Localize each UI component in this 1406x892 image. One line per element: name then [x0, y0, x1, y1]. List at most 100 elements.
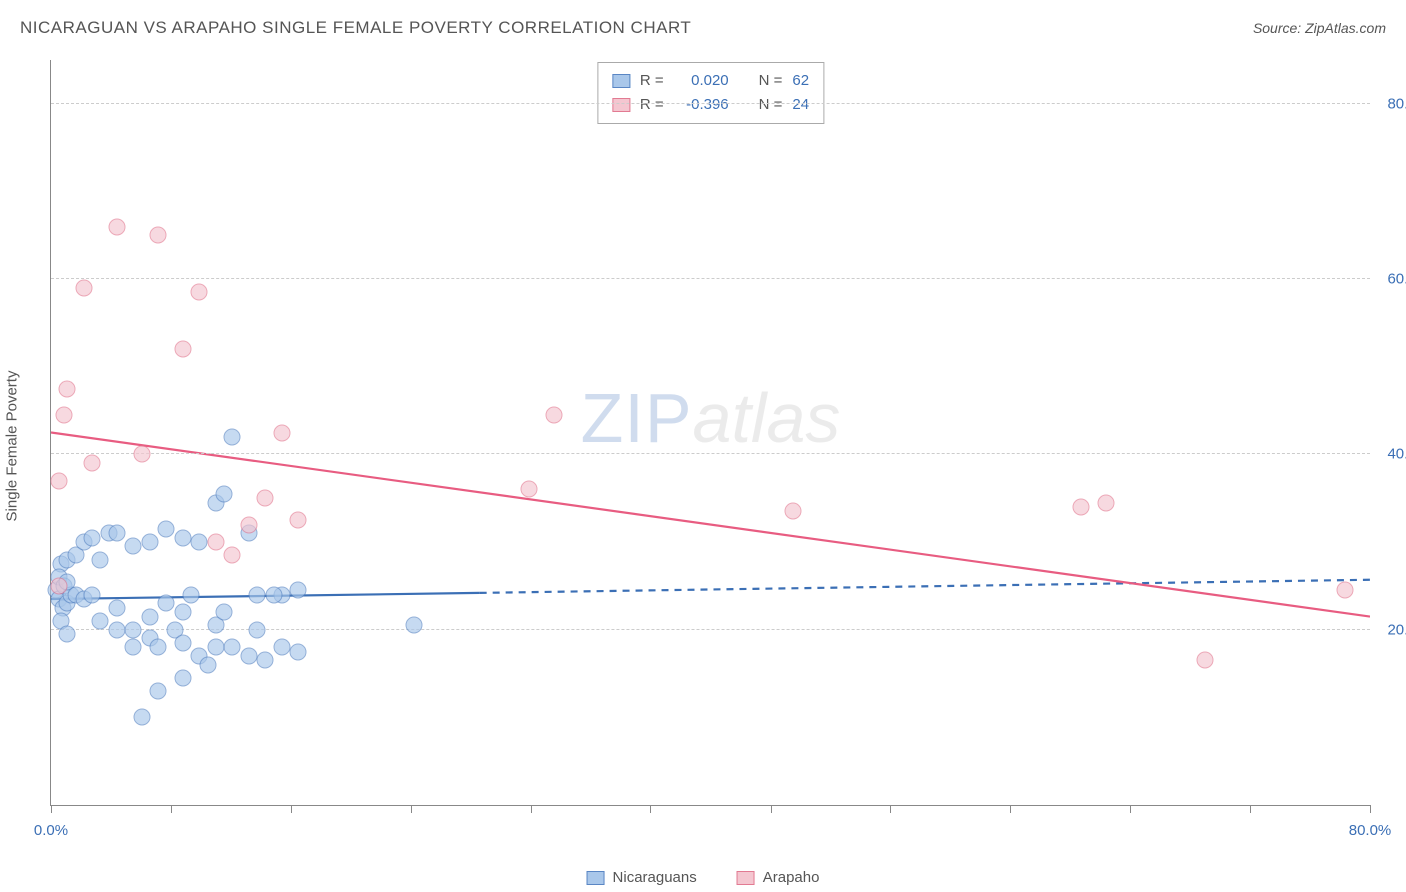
- scatter-point: [199, 656, 216, 673]
- legend-swatch: [587, 871, 605, 885]
- scatter-point: [216, 485, 233, 502]
- scatter-point: [290, 582, 307, 599]
- scatter-point: [174, 604, 191, 621]
- scatter-point: [150, 683, 167, 700]
- chart-header: NICARAGUAN VS ARAPAHO SINGLE FEMALE POVE…: [20, 18, 1386, 38]
- scatter-point: [75, 279, 92, 296]
- scatter-point: [257, 652, 274, 669]
- scatter-point: [1098, 494, 1115, 511]
- n-value: 24: [792, 93, 809, 117]
- watermark-part1: ZIP: [581, 379, 693, 457]
- scatter-point: [290, 643, 307, 660]
- scatter-point: [150, 227, 167, 244]
- scatter-point: [92, 612, 109, 629]
- scatter-point: [240, 516, 257, 533]
- scatter-point: [84, 586, 101, 603]
- scatter-point: [405, 617, 422, 634]
- scatter-point: [141, 608, 158, 625]
- n-value: 62: [792, 69, 809, 93]
- legend-series-label: Arapaho: [763, 869, 820, 886]
- scatter-point: [249, 621, 266, 638]
- gridline-h: [51, 103, 1370, 104]
- scatter-point: [108, 525, 125, 542]
- legend-correlation-row: R =-0.396N =24: [612, 93, 809, 117]
- legend-swatch: [612, 74, 630, 88]
- y-tick-label: 40.0%: [1375, 446, 1406, 463]
- scatter-point: [51, 577, 68, 594]
- x-tick: [411, 805, 412, 813]
- scatter-point: [273, 424, 290, 441]
- watermark: ZIPatlas: [581, 378, 841, 458]
- scatter-point: [191, 534, 208, 551]
- trendlines-svg: [51, 60, 1370, 805]
- x-tick: [291, 805, 292, 813]
- r-value: 0.020: [674, 69, 729, 93]
- scatter-point: [521, 481, 538, 498]
- x-tick: [51, 805, 52, 813]
- scatter-point: [174, 341, 191, 358]
- x-tick: [650, 805, 651, 813]
- r-label: R =: [640, 93, 664, 117]
- scatter-point: [1337, 582, 1354, 599]
- scatter-point: [1073, 499, 1090, 516]
- scatter-point: [125, 639, 142, 656]
- scatter-point: [108, 218, 125, 235]
- scatter-point: [158, 595, 175, 612]
- scatter-point: [174, 634, 191, 651]
- chart-title: NICARAGUAN VS ARAPAHO SINGLE FEMALE POVE…: [20, 18, 691, 38]
- r-label: R =: [640, 69, 664, 93]
- scatter-point: [150, 639, 167, 656]
- x-tick: [1250, 805, 1251, 813]
- scatter-point: [265, 586, 282, 603]
- scatter-point: [141, 534, 158, 551]
- legend-correlation-row: R = 0.020 N = 62: [612, 69, 809, 93]
- plot-area: ZIPatlas R =0.020N =62R =-0.396N =24 20.…: [50, 60, 1370, 806]
- scatter-point: [108, 599, 125, 616]
- gridline-h: [51, 278, 1370, 279]
- scatter-point: [224, 639, 241, 656]
- scatter-point: [207, 639, 224, 656]
- r-value: -0.396: [674, 93, 729, 117]
- scatter-point: [51, 472, 68, 489]
- legend-series-item: Arapaho: [737, 869, 820, 886]
- scatter-point: [224, 547, 241, 564]
- x-tick: [890, 805, 891, 813]
- scatter-point: [273, 639, 290, 656]
- scatter-point: [207, 534, 224, 551]
- scatter-point: [84, 455, 101, 472]
- legend-swatch: [612, 98, 630, 112]
- scatter-point: [257, 490, 274, 507]
- legend-series: Nicaraguans Arapaho: [587, 869, 820, 886]
- scatter-point: [158, 520, 175, 537]
- scatter-point: [56, 406, 73, 423]
- watermark-part2: atlas: [693, 379, 841, 457]
- scatter-point: [216, 604, 233, 621]
- x-tick: [1010, 805, 1011, 813]
- legend-series-item: Nicaraguans: [587, 869, 697, 886]
- x-tick-label: 0.0%: [34, 822, 68, 839]
- y-axis-title: Single Female Poverty: [4, 371, 21, 522]
- scatter-point: [133, 446, 150, 463]
- scatter-point: [784, 503, 801, 520]
- gridline-h: [51, 453, 1370, 454]
- x-tick: [771, 805, 772, 813]
- scatter-point: [92, 551, 109, 568]
- source-attribution: Source: ZipAtlas.com: [1253, 20, 1386, 36]
- scatter-point: [174, 669, 191, 686]
- legend-series-label: Nicaraguans: [613, 869, 697, 886]
- scatter-point: [125, 538, 142, 555]
- scatter-point: [183, 586, 200, 603]
- scatter-point: [545, 406, 562, 423]
- scatter-point: [224, 428, 241, 445]
- trendline-dashed: [480, 580, 1370, 593]
- n-label: N =: [759, 69, 783, 93]
- scatter-point: [1197, 652, 1214, 669]
- scatter-point: [59, 626, 76, 643]
- x-tick-label: 80.0%: [1349, 822, 1392, 839]
- scatter-point: [249, 586, 266, 603]
- scatter-point: [59, 380, 76, 397]
- legend-correlation: R = 0.020 N = 62R = -0.396 N = 24: [597, 62, 824, 124]
- x-tick: [171, 805, 172, 813]
- x-tick: [1370, 805, 1371, 813]
- legend-swatch: [737, 871, 755, 885]
